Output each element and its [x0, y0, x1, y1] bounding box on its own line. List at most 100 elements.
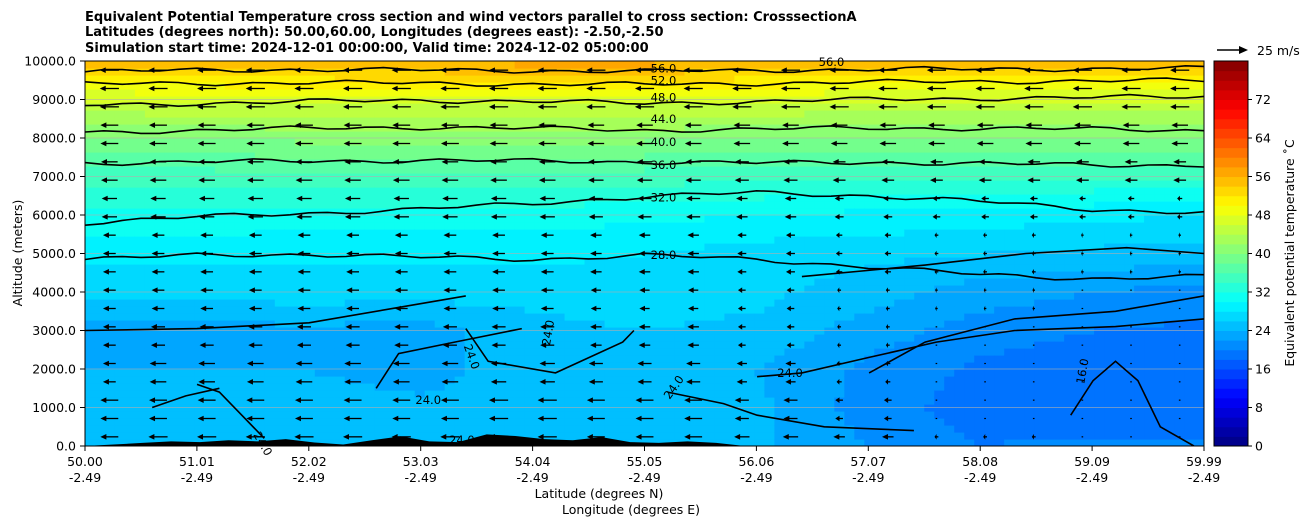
- theta-cell: [814, 306, 825, 314]
- theta-cell: [964, 180, 975, 188]
- theta-cell: [494, 362, 506, 370]
- theta-cell: [484, 278, 496, 286]
- theta-cell: [634, 306, 646, 314]
- theta-cell: [684, 369, 696, 377]
- theta-cell: [744, 222, 755, 230]
- theta-cell: [614, 418, 626, 426]
- theta-cell: [604, 117, 616, 125]
- theta-cell: [574, 138, 586, 146]
- theta-cell: [884, 82, 895, 90]
- theta-cell: [704, 152, 716, 160]
- theta-cell: [224, 236, 236, 244]
- theta-cell: [404, 68, 416, 76]
- theta-cell: [174, 82, 186, 90]
- theta-cell: [124, 152, 136, 160]
- theta-cell: [714, 369, 726, 377]
- theta-cell: [94, 243, 106, 251]
- theta-cell: [104, 194, 116, 202]
- theta-cell: [894, 257, 905, 265]
- theta-cell: [354, 159, 366, 167]
- theta-cell: [894, 425, 905, 433]
- theta-cell: [524, 89, 536, 97]
- theta-cell: [94, 425, 106, 433]
- theta-cell: [674, 82, 686, 90]
- theta-cell: [784, 180, 795, 188]
- theta-cell: [114, 362, 126, 370]
- theta-cell: [884, 439, 895, 446]
- theta-cell: [534, 222, 546, 230]
- theta-cell: [644, 411, 656, 419]
- theta-cell: [924, 355, 935, 363]
- theta-cell: [574, 166, 586, 174]
- theta-cell: [144, 383, 156, 391]
- theta-cell: [744, 292, 755, 300]
- theta-cell: [544, 257, 556, 265]
- theta-cell: [194, 187, 206, 195]
- theta-cell: [314, 215, 326, 223]
- theta-cell: [454, 369, 466, 377]
- theta-cell: [784, 411, 795, 419]
- theta-cell: [94, 194, 106, 202]
- theta-cell: [354, 138, 366, 146]
- theta-cell: [334, 439, 346, 446]
- theta-cell: [434, 397, 446, 405]
- theta-cell: [204, 145, 216, 153]
- theta-cell: [934, 341, 945, 349]
- theta-cell: [554, 236, 566, 244]
- theta-cell: [734, 285, 746, 293]
- theta-cell: [614, 180, 626, 188]
- theta-cell: [964, 222, 975, 230]
- theta-cell: [524, 334, 536, 342]
- theta-cell: [784, 369, 795, 377]
- theta-cell: [114, 152, 126, 160]
- theta-cell: [814, 89, 825, 97]
- theta-cell: [85, 285, 96, 293]
- theta-cell: [184, 68, 196, 76]
- theta-cell: [874, 320, 885, 328]
- theta-cell: [874, 257, 885, 265]
- theta-cell: [85, 145, 96, 153]
- theta-cell: [404, 201, 416, 209]
- theta-cell: [354, 369, 366, 377]
- theta-cell: [534, 390, 546, 398]
- theta-cell: [414, 411, 426, 419]
- theta-cell: [794, 271, 805, 279]
- theta-cell: [124, 390, 136, 398]
- theta-cell: [584, 75, 596, 83]
- theta-cell: [174, 418, 186, 426]
- theta-cell: [824, 145, 835, 153]
- theta-cell: [654, 236, 666, 244]
- theta-cell: [284, 75, 296, 83]
- theta-cell: [724, 89, 736, 97]
- theta-cell: [204, 110, 216, 118]
- theta-cell: [344, 425, 356, 433]
- theta-cell: [674, 166, 686, 174]
- theta-cell: [184, 145, 196, 153]
- theta-cell: [724, 432, 736, 440]
- theta-cell: [554, 110, 566, 118]
- theta-cell: [524, 432, 536, 440]
- theta-cell: [694, 292, 706, 300]
- theta-cell: [394, 390, 406, 398]
- theta-cell: [694, 369, 706, 377]
- theta-cell: [644, 383, 656, 391]
- theta-cell: [724, 292, 736, 300]
- theta-cell: [354, 313, 366, 321]
- theta-cell: [284, 369, 296, 377]
- theta-cell: [144, 285, 156, 293]
- theta-cell: [174, 110, 186, 118]
- theta-cell: [804, 369, 815, 377]
- theta-cell: [454, 215, 466, 223]
- theta-cell: [294, 110, 306, 118]
- theta-cell: [774, 397, 785, 405]
- theta-cell: [534, 320, 546, 328]
- theta-cell: [874, 243, 885, 251]
- theta-cell: [524, 152, 536, 160]
- theta-cell: [864, 145, 875, 153]
- theta-cell: [164, 68, 176, 76]
- theta-cell: [604, 201, 616, 209]
- theta-cell: [814, 383, 825, 391]
- theta-cell: [264, 138, 276, 146]
- theta-cell: [444, 229, 456, 237]
- theta-cell: [254, 390, 266, 398]
